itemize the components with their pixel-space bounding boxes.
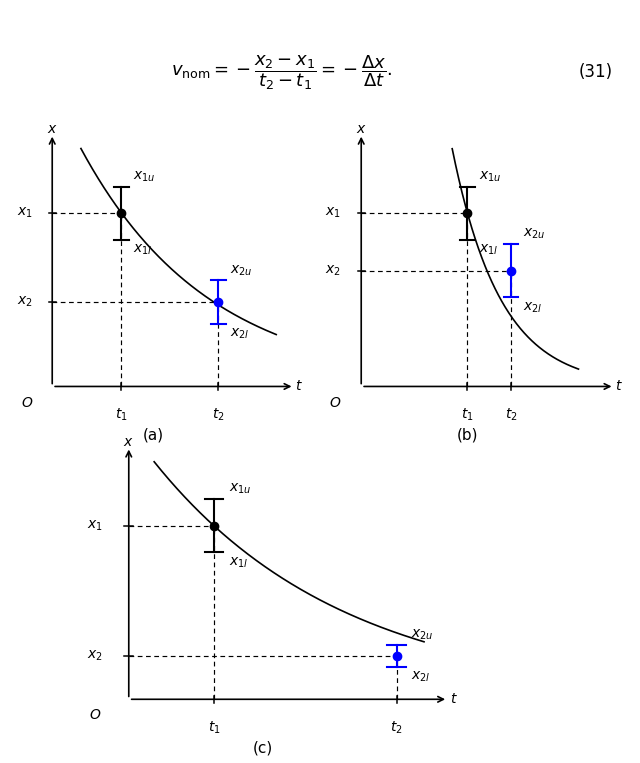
Text: $t_1$: $t_1$ [461, 407, 474, 423]
Text: $t$: $t$ [615, 379, 623, 394]
Text: $x_{1u}$: $x_{1u}$ [479, 169, 502, 184]
Text: $O$: $O$ [328, 396, 341, 410]
Text: (31): (31) [578, 63, 612, 82]
Text: $v_{\rm nom} = -\dfrac{x_2 - x_1}{t_2 - t_1} = -\dfrac{\Delta x}{\Delta t}.$: $v_{\rm nom} = -\dfrac{x_2 - x_1}{t_2 - … [171, 53, 392, 92]
Text: $x_{2u}$: $x_{2u}$ [523, 227, 545, 241]
Text: $t_1$: $t_1$ [207, 720, 220, 736]
Text: $t_2$: $t_2$ [390, 720, 403, 736]
Text: $x_2$: $x_2$ [87, 649, 103, 663]
Text: $t$: $t$ [450, 692, 458, 707]
Text: $x$: $x$ [47, 122, 58, 137]
Text: $x_{2u}$: $x_{2u}$ [412, 628, 434, 642]
Text: $t$: $t$ [294, 379, 303, 394]
Text: $x$: $x$ [124, 435, 134, 449]
Text: $x_1$: $x_1$ [87, 519, 103, 533]
Text: $O$: $O$ [20, 396, 33, 410]
Text: $O$: $O$ [89, 709, 102, 723]
Text: $x_{1l}$: $x_{1l}$ [132, 243, 152, 257]
Text: $x_{1l}$: $x_{1l}$ [229, 555, 248, 570]
Text: $x_{2l}$: $x_{2l}$ [412, 670, 431, 684]
Text: $x_1$: $x_1$ [324, 206, 340, 221]
Text: (c): (c) [252, 740, 273, 755]
Text: $x$: $x$ [356, 122, 367, 137]
Text: $x_{1u}$: $x_{1u}$ [229, 482, 252, 497]
Text: $t_2$: $t_2$ [504, 407, 517, 423]
Text: $x_{2l}$: $x_{2l}$ [523, 301, 542, 314]
Text: $x_1$: $x_1$ [17, 206, 33, 221]
Text: $x_{2l}$: $x_{2l}$ [230, 327, 249, 341]
Text: $x_{1l}$: $x_{1l}$ [479, 243, 499, 257]
Text: $x_2$: $x_2$ [325, 264, 340, 278]
Text: $t_1$: $t_1$ [115, 407, 128, 423]
Text: $t_2$: $t_2$ [212, 407, 225, 423]
Text: $x_{1u}$: $x_{1u}$ [132, 169, 156, 184]
Text: (b): (b) [456, 427, 478, 443]
Text: $x_{2u}$: $x_{2u}$ [230, 263, 252, 278]
Text: (a): (a) [143, 427, 164, 443]
Text: $x_2$: $x_2$ [17, 295, 33, 309]
